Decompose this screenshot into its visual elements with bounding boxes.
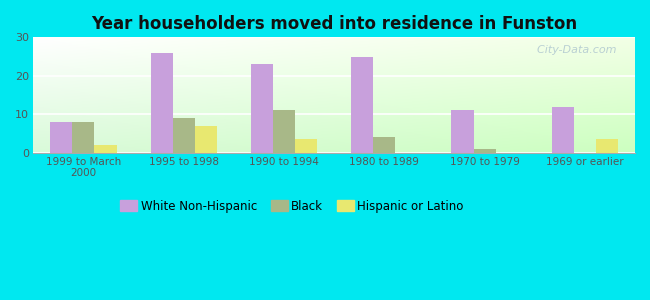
Bar [295,139,317,153]
Bar [452,110,474,153]
Bar [173,118,195,153]
Bar [50,122,72,153]
Bar [151,53,173,153]
Bar [273,110,295,153]
Bar [552,106,574,153]
Bar [596,139,618,153]
Bar [373,137,395,153]
Bar [251,64,273,153]
Bar [351,57,373,153]
Bar [474,149,495,153]
Legend: White Non-Hispanic, Black, Hispanic or Latino: White Non-Hispanic, Black, Hispanic or L… [116,196,469,218]
Text: City-Data.com: City-Data.com [530,45,617,56]
Bar [94,145,116,153]
Title: Year householders moved into residence in Funston: Year householders moved into residence i… [91,15,577,33]
Bar [72,122,94,153]
Bar [195,126,217,153]
